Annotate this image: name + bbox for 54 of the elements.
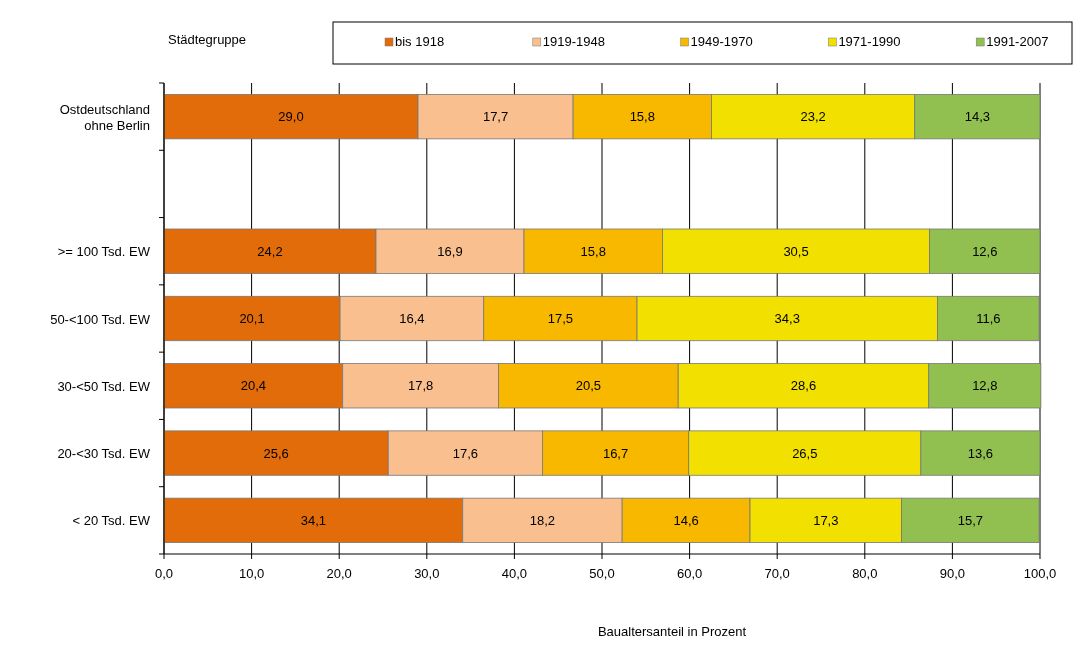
data-label: 29,0 [278,109,304,125]
x-tick-label: 90,0 [939,566,966,581]
data-label: 17,3 [813,512,839,528]
data-label: 34,1 [300,512,327,528]
data-label: 16,4 [399,311,425,326]
data-label: 15,8 [580,243,606,259]
legend-label: 1991-2007 [986,34,1049,49]
data-label: 17,6 [452,445,478,461]
data-label: 16,9 [437,243,463,259]
data-label: 17,7 [482,109,509,125]
legend-title: Städtegruppe [168,32,247,47]
data-label: 14,3 [964,109,991,125]
x-tick-label: 40,0 [501,566,528,581]
data-label: 34,3 [774,311,800,326]
data-label: 20,4 [240,378,267,394]
data-label: 12,6 [972,243,998,259]
data-label: 20,1 [239,311,265,326]
data-label: 26,5 [792,445,818,461]
data-label: 15,8 [629,109,655,125]
y-tick-label: 50-<100 Tsd. EW [50,311,151,326]
data-label: 28,6 [790,378,817,394]
data-label: 23,2 [800,109,826,125]
x-tick-label: 80,0 [852,566,878,581]
legend-label: 1949-1970 [690,34,753,49]
data-label: 17,8 [408,378,434,394]
data-label: 20,5 [575,378,602,394]
legend-label: 1971-1990 [838,34,901,49]
x-tick-label: 20,0 [326,566,352,581]
y-tick-label: 30-<50 Tsd. EW [57,378,151,394]
x-tick-label: 60,0 [676,566,703,581]
data-label: 13,6 [967,445,994,461]
data-label: 30,5 [783,243,809,259]
data-label: 25,6 [263,445,289,461]
data-label: 12,8 [972,378,998,394]
x-tick-label: 70,0 [764,566,790,581]
x-tick-label: 30,0 [414,566,440,581]
data-label: 11,6 [976,311,1001,326]
y-tick-label: >= 100 Tsd. EW [57,243,151,259]
x-tick-label: 0,0 [154,566,174,581]
legend-label: bis 1918 [395,34,445,49]
x-tick-label: 50,0 [589,566,615,581]
data-label: 15,7 [957,512,984,528]
data-label: 24,2 [257,243,283,259]
data-label: 18,2 [529,512,556,528]
y-tick-label: 20-<30 Tsd. EW [57,445,151,461]
y-tick-label: Ostdeutschland ohne Berlin [59,101,150,133]
y-tick-label: < 20 Tsd. EW [72,512,151,528]
legend-label: 1919-1948 [542,34,605,49]
x-tick-label: 10,0 [238,566,265,581]
data-label: 16,7 [602,445,629,461]
x-tick-label: 100,0 [1023,566,1057,581]
data-label: 17,5 [547,311,574,326]
x-axis-title: Baualtersanteil in Prozent [597,624,747,639]
data-label: 14,6 [673,512,699,528]
